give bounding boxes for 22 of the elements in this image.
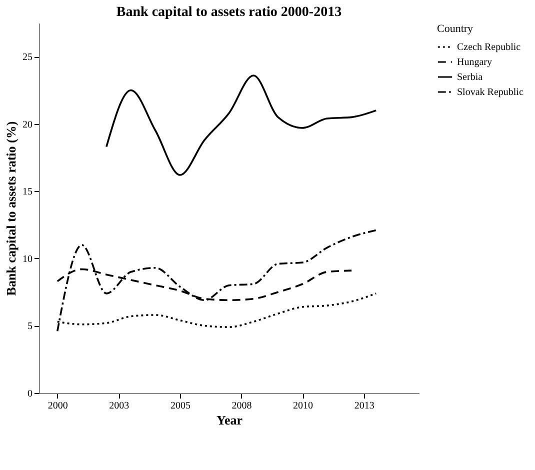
y-tick-label: 25 (22, 52, 32, 64)
legend-label: Czech Republic (457, 42, 522, 53)
legend-label: Serbia (457, 72, 484, 83)
x-tick-label: 2013 (354, 400, 374, 412)
x-tick-label: 2005 (170, 400, 190, 412)
x-tick-label: 2000 (48, 400, 68, 412)
y-tick-label: 0 (28, 388, 32, 400)
y-tick-label: 10 (22, 254, 32, 265)
chart-title: Bank capital to assets ratio 2000-2013 (116, 5, 342, 20)
x-tick-label: 2008 (232, 400, 252, 412)
y-tick-label: 20 (22, 119, 32, 130)
y-tick-label: 5 (28, 321, 32, 332)
x-tick-label: 2003 (109, 400, 130, 412)
y-axis-title: Bank capital to assets ratio (%) (4, 121, 18, 296)
x-tick-label: 2010 (293, 400, 314, 412)
legend-title: Country (437, 23, 474, 35)
legend-label: Slovak Republic (457, 87, 524, 98)
y-tick-label: 15 (22, 186, 32, 198)
line-series (56, 229, 377, 332)
legend-label: Hungary (457, 57, 492, 68)
x-axis-title: Year (216, 412, 243, 428)
line-series (106, 74, 377, 176)
